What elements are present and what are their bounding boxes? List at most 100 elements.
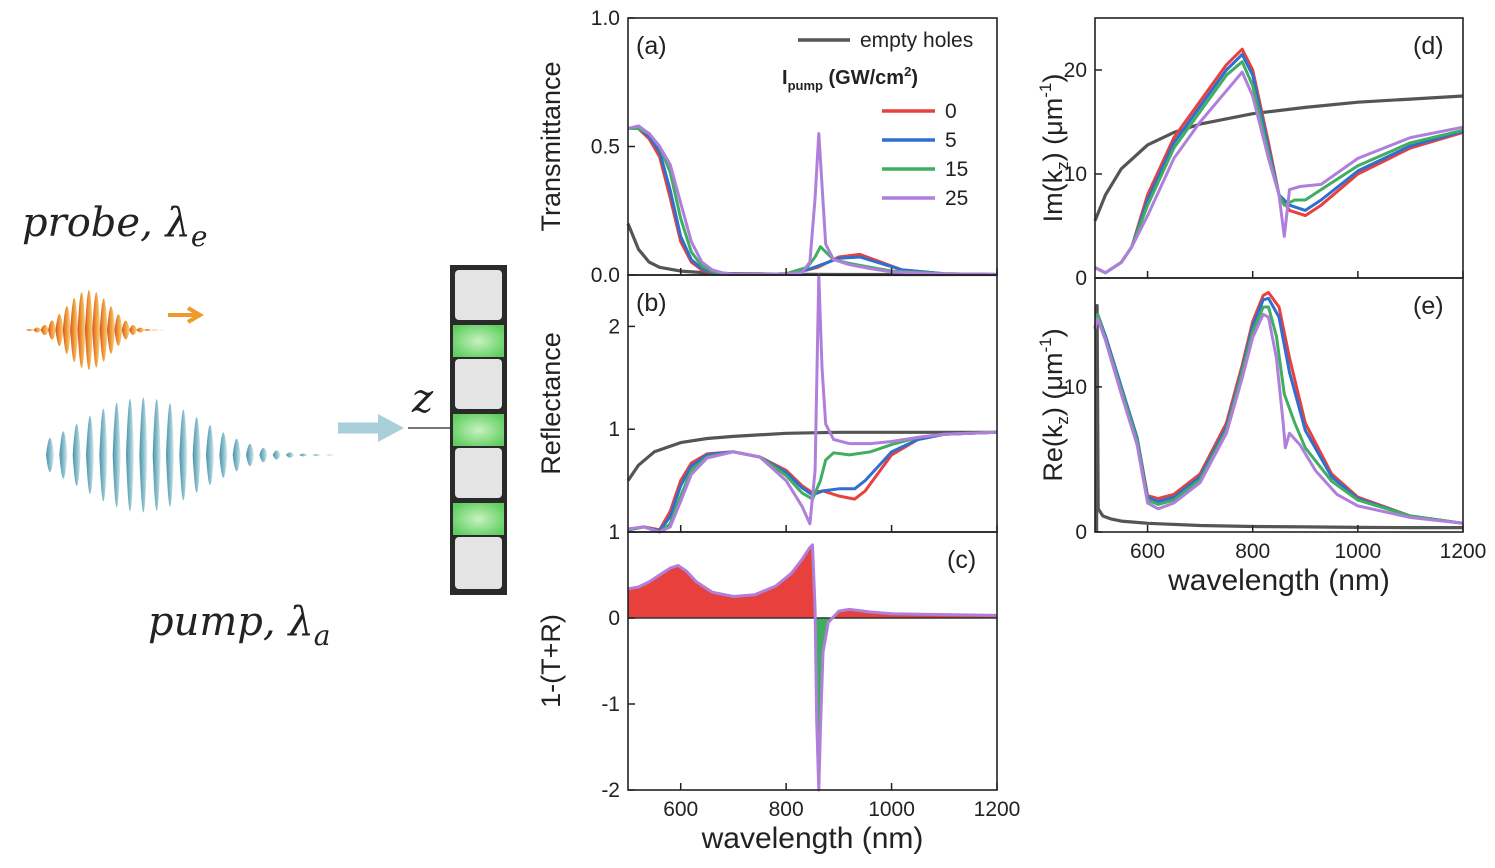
pulse-fringe [129, 324, 138, 336]
panel-d: 0 10 20 (d) Im(kz) (μm-1) [1036, 17, 1464, 290]
pulse-fringe [232, 438, 241, 472]
pulse-fringe [40, 324, 49, 336]
plot-frame [1094, 277, 1464, 533]
series-line-5 [628, 127, 998, 276]
pulse-fringe [86, 416, 94, 494]
pillar-block [455, 448, 502, 498]
series-line-25 [627, 543, 998, 792]
plot-frame [627, 531, 998, 791]
series-line-empty [626, 430, 997, 482]
y-axis-label: Im(kz) (μm-1) [1036, 74, 1072, 223]
x-tick-label: 800 [769, 798, 804, 821]
x-tick-label: 600 [1130, 540, 1165, 563]
series-line-5 [1094, 52, 1464, 275]
pulse-fringe [166, 403, 174, 507]
series-line-5 [1093, 296, 1464, 525]
legend-label-empty: empty holes [860, 29, 973, 52]
pulse-fringe [299, 453, 308, 457]
series-line-25 [1094, 70, 1464, 275]
series-line-0 [1093, 291, 1464, 525]
panel-b: 1 1 2 (b) Reflectance [536, 273, 998, 544]
series-line-0 [1094, 47, 1464, 275]
pulse-fringe [59, 431, 68, 479]
panel-label: (c) [947, 546, 976, 574]
y-tick-label: 1 [608, 521, 620, 544]
legend-label: 0 [945, 100, 957, 123]
pulse-fringe [179, 409, 188, 501]
green-hole [453, 503, 504, 535]
pulse-fringe [72, 423, 81, 487]
series-line-25 [1093, 312, 1464, 525]
y-axis-label: Reflectance [536, 332, 566, 475]
pulse-fringe [136, 327, 145, 333]
x-tick-label: 600 [663, 798, 698, 821]
pillar-block [455, 537, 502, 589]
y-tick-label: 0.0 [591, 264, 620, 287]
panel-e: 0 10 600 800 1000 1200 (e) Re(kz) (μm-1) wavelen… [1036, 277, 1486, 597]
pulse-fringe [55, 313, 64, 347]
legend-label: 5 [945, 129, 957, 152]
pulse-fringe [143, 328, 152, 332]
series-line-0 [628, 127, 998, 276]
pulse-fringe [286, 452, 294, 458]
legend-label: 25 [945, 187, 968, 210]
pulse-fringe [26, 328, 34, 332]
x-axis-label: wavelength (nm) [1167, 564, 1390, 597]
x-tick-label: 1000 [1334, 540, 1381, 563]
pulse-fringe [312, 454, 321, 456]
y-tick-label: 1.0 [591, 7, 620, 30]
y-axis-label: Transmittance [536, 61, 566, 231]
pulse-fringe [70, 298, 79, 362]
legend: empty holes Ipump (GW/cm2) 0 5 15 25 [782, 29, 973, 210]
green-hole [453, 325, 504, 357]
panel-c: -2 -1 0 600 800 1000 1200 (c) 1-(T+R) wavelength … [536, 531, 1020, 855]
pulse-fringe [62, 305, 71, 355]
pump-arrow-icon [378, 414, 404, 442]
pulse-fringe [206, 424, 214, 486]
pulse-fringe [121, 320, 130, 340]
pulse-fringe [46, 437, 54, 473]
y-axis-label: 1-(T+R) [536, 614, 566, 708]
y-tick-label: -2 [601, 779, 620, 802]
y-tick-label: 20 [1064, 59, 1087, 82]
pulse-fringe [112, 402, 121, 508]
illustration: probe, λe pump, λa z [22, 200, 507, 652]
pulse-fringe [259, 447, 268, 463]
panel-label: (e) [1413, 292, 1444, 320]
metasurface-structure [450, 265, 507, 595]
series-line-15 [1094, 60, 1464, 275]
panel-label: (d) [1413, 32, 1444, 60]
y-tick-label: 0.5 [591, 136, 620, 159]
pump-pulse-icon [46, 397, 334, 513]
pillar-block [455, 270, 502, 320]
y-tick-label: -1 [601, 693, 620, 716]
pulse-fringe [152, 399, 161, 511]
series-line-25 [627, 124, 998, 276]
pulse-fringe [326, 454, 334, 456]
pulse-fringe [126, 398, 134, 512]
pulse-fringe [246, 443, 254, 467]
legend-title: Ipump (GW/cm2) [782, 64, 918, 93]
pulse-fringe [107, 306, 116, 354]
pulse-fringe [139, 397, 148, 513]
x-axis-label: wavelength (nm) [701, 822, 924, 855]
pump-label: pump, λa [148, 599, 330, 652]
pulse-fringe [272, 450, 281, 460]
y-tick-label: 1 [608, 418, 620, 441]
pulse-fringe [99, 298, 108, 362]
pulse-fringe [192, 417, 201, 493]
pulse-fringe [151, 329, 160, 331]
panel-label: (b) [636, 289, 667, 317]
z-label: z [411, 376, 434, 422]
y-tick-label: 10 [1064, 163, 1087, 186]
pulse-fringe [84, 290, 93, 370]
series-line-0 [627, 430, 998, 532]
series-line-5 [627, 430, 998, 533]
pillar-block [455, 359, 502, 409]
series-line-25 [627, 273, 998, 534]
series-line-15 [628, 127, 998, 276]
pulse-fringe [99, 408, 108, 502]
y-tick-label: 2 [608, 315, 620, 338]
pulse-fringe [33, 327, 42, 333]
